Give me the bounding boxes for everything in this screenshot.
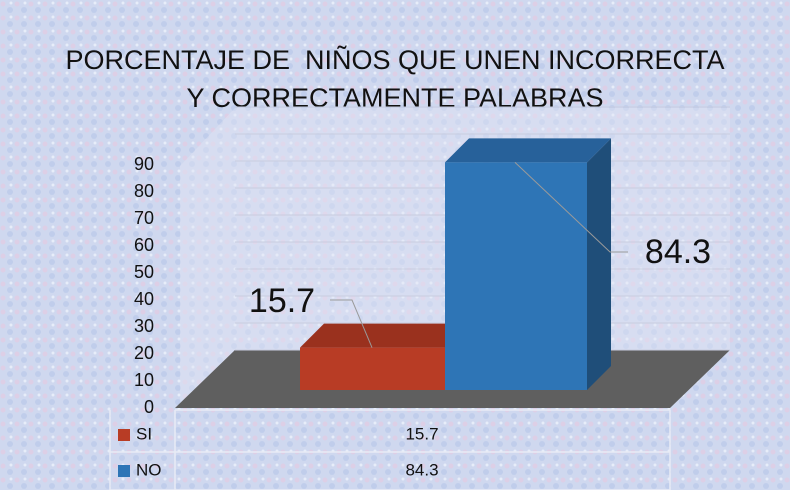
- y-tick-label: 70: [134, 208, 154, 228]
- y-tick-label: 40: [134, 289, 154, 309]
- bar-top: [445, 138, 611, 163]
- legend-label: NO: [136, 460, 162, 479]
- bar-top: [300, 323, 469, 348]
- y-tick-label: 0: [144, 397, 154, 417]
- legend-key: [118, 429, 130, 441]
- y-tick-label: 60: [134, 235, 154, 255]
- leader-line: [330, 299, 373, 348]
- table-cell: 84.3: [405, 460, 438, 479]
- y-tick-label: 80: [134, 181, 154, 201]
- chart-title: Y CORRECTAMENTE PALABRAS: [186, 83, 603, 113]
- bar: [300, 347, 445, 390]
- y-tick-label: 30: [134, 316, 154, 336]
- y-tick-label: 50: [134, 262, 154, 282]
- legend-label: SI: [136, 424, 152, 443]
- y-tick-label: 10: [134, 370, 154, 390]
- chart-title: PORCENTAJE DE NIÑOS QUE UNEN INCORRECTA: [65, 44, 724, 75]
- y-tick-label: 90: [134, 154, 154, 174]
- table-cell: 15.7: [405, 424, 438, 443]
- data-label: 15.7: [249, 282, 315, 320]
- bar: [445, 162, 587, 390]
- bar-side: [587, 138, 611, 390]
- y-tick-label: 20: [134, 343, 154, 363]
- data-label: 84.3: [645, 233, 711, 271]
- side-wall: [180, 108, 235, 408]
- leader-line: [514, 162, 628, 253]
- legend-key: [118, 465, 130, 477]
